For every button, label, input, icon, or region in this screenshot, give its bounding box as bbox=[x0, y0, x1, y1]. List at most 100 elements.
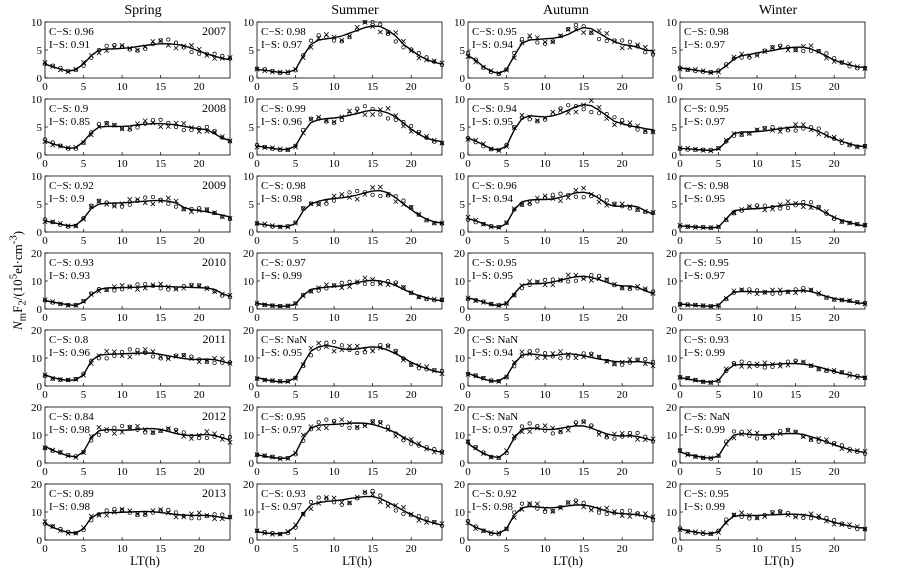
panel-2010-summer-ytick-label: 0 bbox=[249, 304, 255, 316]
panel-2012-spring-cs-point bbox=[212, 434, 217, 439]
panel-2011-spring-cs-point bbox=[127, 347, 132, 352]
panel-2013-winter-model-line bbox=[679, 513, 866, 535]
panel-2008-summer-cs-point bbox=[270, 146, 275, 151]
panel-2010-spring-cs-point bbox=[158, 286, 163, 291]
panel-2010-spring-is-point bbox=[173, 286, 179, 292]
panel-2013-summer-is-point bbox=[416, 517, 422, 523]
panel-2013-autumn-is-point bbox=[488, 530, 494, 536]
panel-2008-summer-is-point bbox=[254, 144, 260, 150]
panel-2007-summer-cs-point bbox=[362, 19, 367, 25]
panel-2013-spring-is-point bbox=[73, 530, 79, 536]
panel-2009-autumn-cs-point bbox=[643, 209, 648, 214]
panel-2009-winter-cs-point bbox=[801, 200, 806, 205]
panel-2007-summer-cs-point bbox=[347, 35, 352, 40]
panel-2010-winter-cs-point bbox=[685, 302, 690, 307]
panel-2011-summer-is-point bbox=[439, 371, 445, 377]
panel-2007-summer-cs-point bbox=[416, 51, 421, 56]
panel-2012-winter-cs-point bbox=[862, 451, 868, 456]
panel-2010-spring-is-point bbox=[50, 299, 56, 305]
panel-2013-summer-is-point bbox=[316, 500, 322, 506]
panel-2011-summer-is-point bbox=[385, 343, 391, 349]
panel-2007-spring-is-point bbox=[111, 44, 117, 50]
panel-2012-spring-is-point bbox=[196, 432, 202, 438]
panel-2008-summer-xtick-label: 5 bbox=[293, 158, 299, 170]
panel-2009-winter-is-point bbox=[854, 221, 860, 227]
panel-2010-autumn-cs-point bbox=[604, 277, 609, 282]
panel-2010-autumn-xtick-label: 0 bbox=[465, 312, 471, 324]
panel-2010-winter-cs-point bbox=[701, 303, 706, 308]
panel-2012-winter-is-point bbox=[839, 446, 845, 452]
panel-2011-summer-xtick-label: 10 bbox=[329, 389, 341, 401]
panel-2013-summer-is-point bbox=[254, 528, 260, 534]
panel-2008-spring-is-point bbox=[73, 144, 79, 150]
panel-2013-summer-is-point bbox=[262, 530, 268, 536]
panel-2008-summer-cs-point bbox=[285, 147, 290, 152]
panel-2010-spring-xtick-label: 15 bbox=[155, 312, 167, 324]
panel-2011-summer-is-point bbox=[370, 348, 376, 354]
panel-2008-autumn-is-point bbox=[480, 141, 486, 147]
panel-2011-winter-cs-point bbox=[839, 370, 844, 375]
panel-2013-summer-is-point bbox=[424, 519, 430, 525]
panel-2011-winter-is-point bbox=[854, 375, 860, 381]
panel-2011-spring-is-point bbox=[212, 355, 218, 361]
panel-2010-summer-cs-point bbox=[362, 281, 367, 286]
panel-2013-summer-cs-point bbox=[301, 511, 306, 517]
panel-2011-winter-is-point bbox=[754, 361, 760, 367]
panel-2007-autumn-cs-point bbox=[481, 65, 486, 70]
panel-2008-autumn-xtick-label: 5 bbox=[504, 158, 510, 170]
panel-2013-winter-is-point bbox=[716, 529, 722, 535]
panel-2012-autumn-cs-point bbox=[527, 421, 532, 426]
panel-2007-summer-cs-score: C−S: 0.98 bbox=[261, 26, 306, 38]
panel-2011-spring-is-point bbox=[188, 356, 194, 362]
panel-2008-autumn-cs-point bbox=[620, 118, 625, 123]
panel-2008-winter-cs-point bbox=[770, 125, 775, 130]
panel-2007-autumn-cs-point bbox=[519, 37, 525, 42]
panel-2013-spring-xtick-label: 10 bbox=[117, 543, 129, 555]
panel-2012-summer-cs-point bbox=[262, 453, 267, 458]
panel-2013-winter-is-point bbox=[708, 531, 714, 537]
panel-2008-winter-ytick-label: 10 bbox=[666, 94, 678, 106]
panel-2010-autumn-cs-point bbox=[489, 301, 494, 306]
panel-2012-winter-cs-point bbox=[755, 436, 760, 441]
panel-2010-winter-ytick-label: 20 bbox=[666, 248, 678, 260]
panel-2008-spring-is-point bbox=[204, 128, 210, 134]
panel-2009-spring-ytick-label: 0 bbox=[37, 227, 43, 239]
panel-2013-autumn-xtick-label: 5 bbox=[504, 543, 510, 555]
panel-2013-spring-cs-point bbox=[120, 507, 125, 512]
panel-2011-winter-is-point bbox=[808, 363, 814, 369]
panel-2013-winter-xtick-label: 10 bbox=[752, 543, 764, 555]
panel-2008-autumn-is-point bbox=[550, 109, 556, 115]
panel-2012-spring-xtick-label: 0 bbox=[42, 466, 48, 478]
panel-2008-spring-cs-score: C−S: 0.9 bbox=[49, 103, 89, 115]
panel-2012-autumn-is-point bbox=[488, 454, 494, 460]
panel-2010-winter-xtick-label: 15 bbox=[790, 312, 802, 324]
panel-2011-autumn-cs-point bbox=[535, 348, 540, 353]
panel-2009-winter-xtick-label: 20 bbox=[829, 235, 841, 247]
panel-2009-autumn-cs-point bbox=[558, 191, 563, 196]
panel-2012-winter-cs-point bbox=[685, 452, 690, 457]
panel-2007-autumn-is-point bbox=[565, 27, 571, 33]
panel-2012-summer-xtick-label: 0 bbox=[254, 466, 260, 478]
panel-2012-winter-cs-point bbox=[801, 433, 806, 438]
panel-2010-winter-cs-point bbox=[785, 289, 790, 294]
panel-2009-winter-is-point bbox=[847, 220, 853, 226]
panel-2008-spring-xtick-label: 5 bbox=[81, 158, 87, 170]
panel-2013-winter-is-point bbox=[739, 510, 745, 516]
panel-2008-winter-is-point bbox=[847, 142, 853, 147]
panel-2008-winter-is-point bbox=[677, 145, 683, 151]
panel-2010-summer-is-point bbox=[347, 284, 352, 290]
panel-2013-summer-cs-point bbox=[278, 532, 283, 537]
panel-2007-winter-cs-point bbox=[862, 66, 868, 71]
panel-2012-summer-cs-point bbox=[347, 425, 352, 430]
panel-2012-autumn-cs-point bbox=[465, 439, 471, 444]
panel-2011-summer-ytick-label: 20 bbox=[243, 325, 255, 337]
panel-2009-winter-xtick-label: 0 bbox=[677, 235, 683, 247]
panel-2010-winter-cs-point bbox=[824, 295, 829, 300]
panel-2013-autumn-cs-score: C−S: 0.92 bbox=[472, 488, 517, 500]
panel-2009-winter-cs-point bbox=[685, 224, 690, 229]
panel-2010-summer-cs-point bbox=[324, 286, 329, 291]
panel-2010-winter-cs-point bbox=[693, 302, 698, 307]
panel-2012-winter-is-point bbox=[685, 452, 691, 458]
panel-2007-spring-is-point bbox=[212, 55, 218, 61]
panel-2011-winter-is-point bbox=[785, 362, 791, 368]
